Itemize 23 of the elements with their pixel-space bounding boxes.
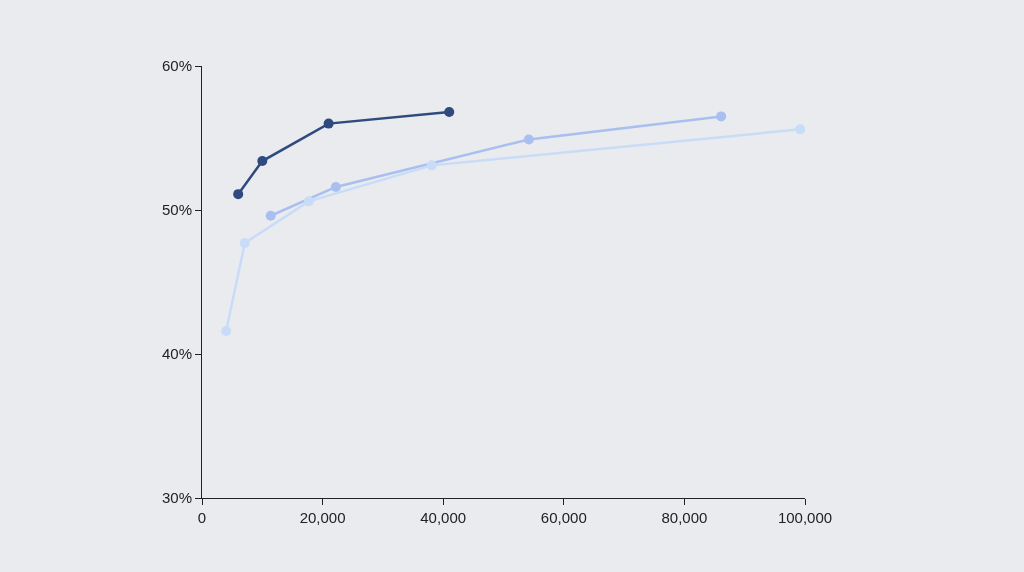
y-tick-label: 30% <box>161 489 192 507</box>
y-tick-label: 60% <box>161 57 192 75</box>
point <box>257 156 268 167</box>
point <box>795 124 805 135</box>
x-tick-label: 80,000 <box>661 509 708 526</box>
point <box>716 111 727 122</box>
point <box>523 134 534 145</box>
x-tick-label: 0 <box>197 509 207 526</box>
point <box>426 160 437 171</box>
point <box>265 210 276 221</box>
x-tick-label: 40,000 <box>420 509 467 526</box>
y-tick-label: 50% <box>161 201 192 219</box>
x-tick-label: 20,000 <box>299 509 346 526</box>
point <box>233 189 244 200</box>
y-tick-label: 40% <box>161 345 192 363</box>
point <box>239 238 250 249</box>
point <box>221 325 232 336</box>
point <box>303 196 314 207</box>
point <box>323 118 334 129</box>
x-tick-label: 60,000 <box>540 509 587 526</box>
x-tick-label: 100,000 <box>777 509 833 526</box>
point <box>330 181 341 192</box>
point <box>444 107 455 118</box>
